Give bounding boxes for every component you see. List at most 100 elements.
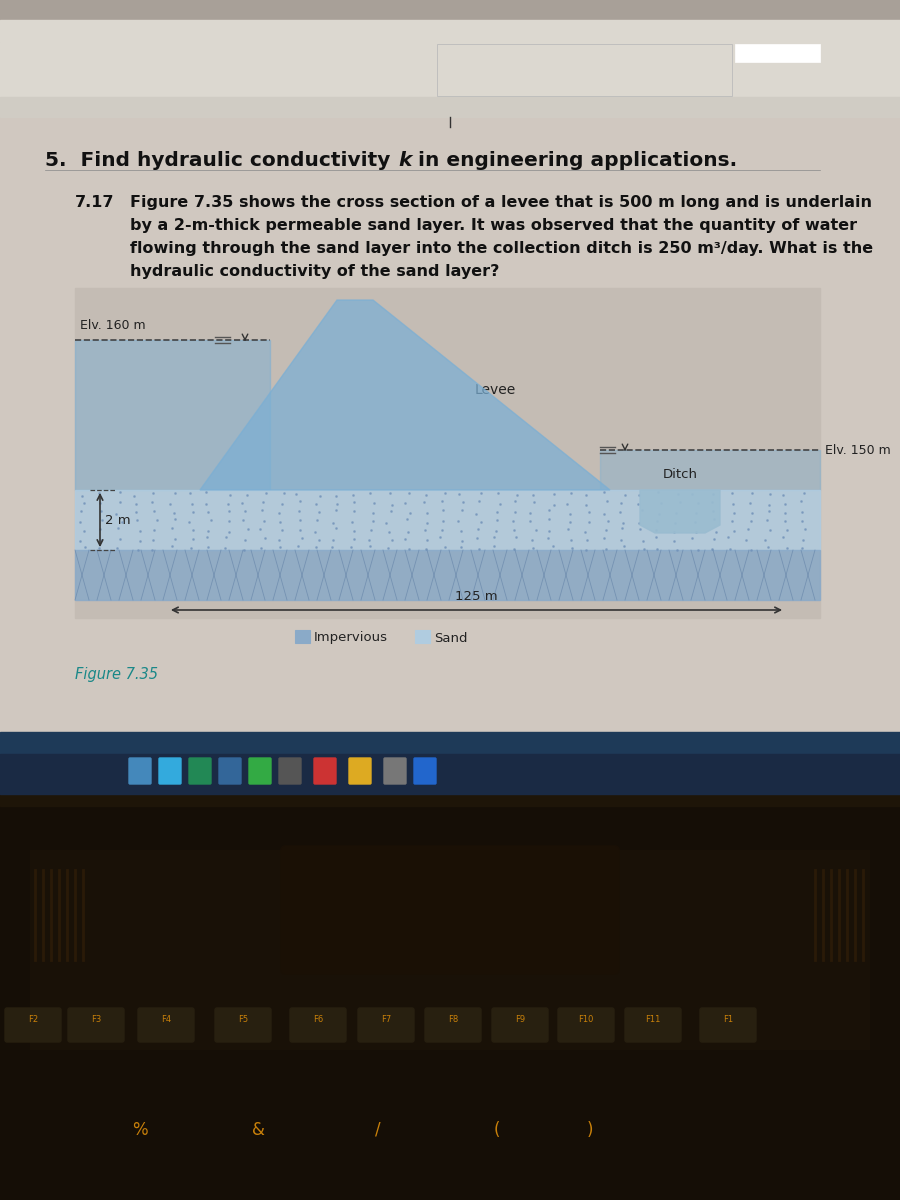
Bar	[0, 97, 900, 116]
Text: in engineering applications.: in engineering applications.	[411, 150, 737, 169]
Text: A: A	[50, 67, 58, 77]
FancyBboxPatch shape	[625, 1008, 681, 1042]
Polygon shape	[75, 340, 270, 490]
Text: Referanser: Referanser	[75, 26, 131, 36]
Text: F4: F4	[161, 1015, 171, 1025]
Text: Velg: Velg	[750, 76, 770, 84]
Text: F2: F2	[28, 1015, 38, 1025]
Text: Masseutsendelser: Masseutsendelser	[165, 26, 259, 36]
Text: A: A	[65, 67, 73, 77]
Bar	[75, 288, 820, 618]
Text: ≡: ≡	[350, 53, 358, 62]
Text: Avsnitt: Avsnitt	[165, 102, 194, 112]
Text: ≡: ≡	[185, 53, 193, 62]
Text: A: A	[35, 67, 42, 77]
Text: Hjelp: Hjelp	[435, 26, 462, 36]
FancyBboxPatch shape	[129, 758, 151, 784]
Text: 5.  Find hydraulic conductivity: 5. Find hydraulic conductivity	[45, 150, 398, 169]
Text: AaB: AaB	[695, 50, 713, 60]
Text: F9: F9	[515, 1015, 525, 1025]
Text: Skrift: Skrift	[8, 102, 30, 112]
FancyBboxPatch shape	[384, 758, 406, 784]
Text: &: &	[252, 1121, 265, 1139]
Text: Exercise 3 Hydraulic conductivity & stress... *: Exercise 3 Hydraulic conductivity & stre…	[339, 5, 561, 14]
FancyBboxPatch shape	[414, 758, 436, 784]
Text: ≡: ≡	[205, 53, 213, 62]
Text: F3: F3	[91, 1015, 101, 1025]
Text: A: A	[45, 47, 51, 56]
FancyBboxPatch shape	[219, 758, 241, 784]
Text: AaBbCcI: AaBbCcI	[630, 50, 668, 60]
Text: ⎘ Internal Normal: ⎘ Internal Normal	[55, 738, 134, 748]
Polygon shape	[600, 450, 820, 490]
FancyBboxPatch shape	[249, 758, 271, 784]
Text: Visning: Visning	[375, 26, 413, 36]
Text: F1: F1	[723, 1015, 734, 1025]
Text: ☀ Tilgjengelighet: Undersøk: ☀ Tilgjengelighet: Undersøk	[210, 738, 337, 748]
Text: A: A	[30, 46, 40, 59]
FancyBboxPatch shape	[189, 758, 211, 784]
Text: itannia: itannia	[5, 738, 36, 748]
Text: k: k	[398, 150, 411, 169]
Text: Figure 7.35 shows the cross section of a levee that is 500 m long and is underla: Figure 7.35 shows the cross section of a…	[130, 194, 872, 210]
Text: A: A	[77, 47, 85, 56]
Text: 2 m: 2 m	[105, 514, 130, 527]
Bar	[0, 754, 900, 794]
Text: F11: F11	[645, 1015, 661, 1025]
Text: Sand: Sand	[434, 631, 467, 644]
FancyBboxPatch shape	[5, 1008, 61, 1042]
Text: AaBbCcC: AaBbCcC	[738, 50, 779, 60]
Text: ≡: ≡	[290, 53, 298, 62]
Text: Oppsett: Oppsett	[15, 26, 57, 36]
FancyBboxPatch shape	[138, 1008, 194, 1042]
FancyBboxPatch shape	[279, 758, 301, 784]
Text: Overskrift 1: Overskrift 1	[565, 67, 610, 77]
Text: Se gjennom: Se gjennom	[295, 26, 357, 36]
Text: Overskrift 2: Overskrift 2	[630, 67, 675, 77]
FancyBboxPatch shape	[349, 758, 371, 784]
Text: (: (	[494, 1121, 500, 1139]
FancyBboxPatch shape	[159, 758, 181, 784]
Bar	[0, 116, 900, 732]
Text: /: /	[375, 1121, 381, 1139]
Text: ≡: ≡	[225, 53, 233, 62]
FancyBboxPatch shape	[314, 758, 336, 784]
Text: ): )	[587, 1121, 593, 1139]
FancyBboxPatch shape	[215, 1008, 271, 1042]
Text: Levee: Levee	[475, 383, 517, 397]
Text: F8: F8	[448, 1015, 458, 1025]
Bar	[0, 20, 900, 42]
Text: Impervious: Impervious	[314, 631, 388, 644]
Text: Søk: Søk	[738, 48, 754, 58]
Text: AaBbC: AaBbC	[565, 50, 595, 60]
Polygon shape	[200, 300, 610, 490]
Bar	[735, 44, 820, 62]
Text: I Normal: I Normal	[440, 67, 472, 77]
Text: ≡: ≡	[260, 53, 268, 62]
Bar	[0, 42, 900, 97]
Bar	[0, 732, 900, 754]
Text: AaBbCcI: AaBbCcI	[505, 50, 543, 60]
Text: F6: F6	[313, 1015, 323, 1025]
Text: AaBbCcI: AaBbCcI	[440, 50, 477, 60]
Text: Figure 7.35: Figure 7.35	[75, 667, 158, 683]
Text: x: x	[20, 67, 26, 77]
Text: x,: x,	[8, 67, 17, 77]
Text: Elv. 160 m: Elv. 160 m	[80, 319, 146, 332]
Text: Ditch: Ditch	[662, 468, 698, 481]
Bar	[0, 0, 900, 20]
Text: by a 2-m-thick permeable sand layer. It was observed that the quantity of water: by a 2-m-thick permeable sand layer. It …	[130, 218, 857, 233]
Bar	[30, 850, 870, 1050]
FancyBboxPatch shape	[558, 1008, 614, 1042]
Text: 7.17: 7.17	[75, 194, 114, 210]
Text: hydraulic conductivity of the sand layer?: hydraulic conductivity of the sand layer…	[130, 264, 500, 278]
Text: Tittel: Tittel	[695, 67, 715, 77]
Bar	[295, 630, 310, 643]
Bar	[75, 550, 820, 600]
Text: Stiler: Stiler	[570, 102, 592, 112]
Bar	[0, 794, 900, 806]
Polygon shape	[640, 490, 720, 533]
Text: F7: F7	[381, 1015, 392, 1025]
Text: ≡: ≡	[165, 53, 173, 62]
FancyBboxPatch shape	[700, 1008, 756, 1042]
